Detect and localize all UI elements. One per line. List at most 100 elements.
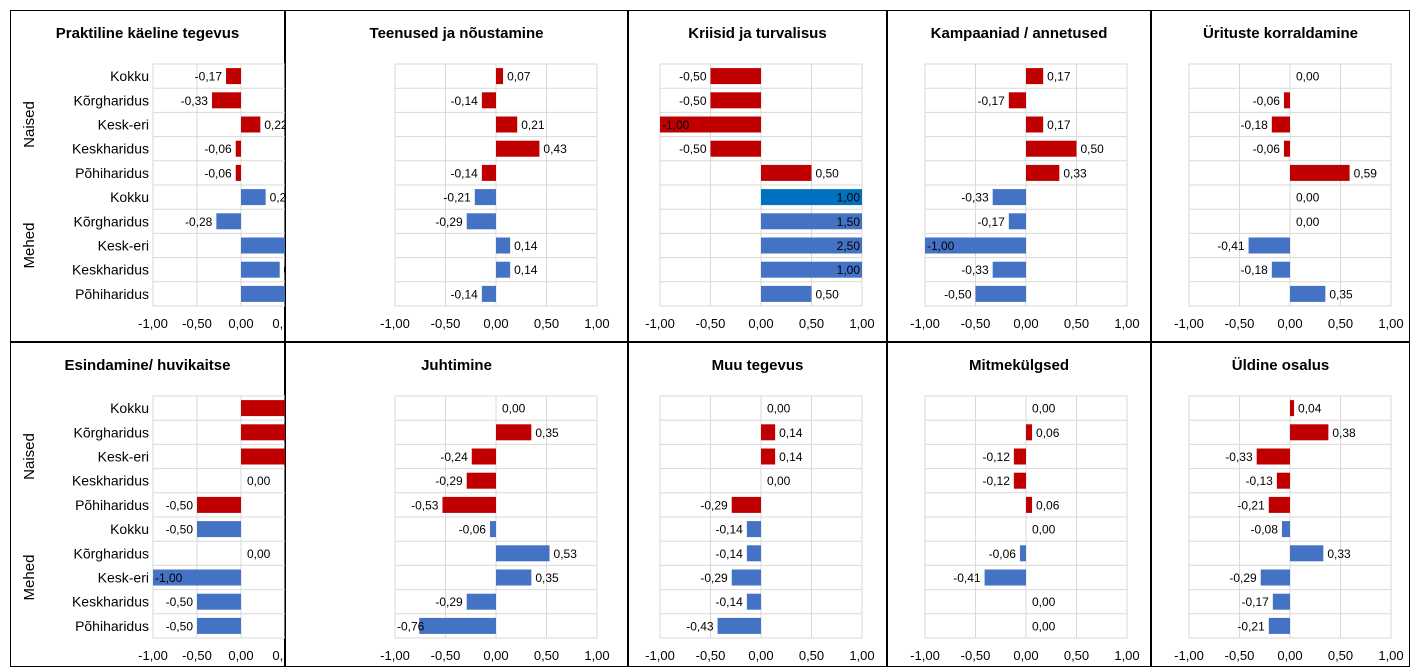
bar — [731, 496, 761, 513]
data-label: 0,00 — [1032, 619, 1056, 633]
data-label: -0,50 — [166, 619, 194, 633]
bar — [746, 545, 761, 562]
bar — [197, 496, 241, 513]
data-label: -0,33 — [961, 263, 989, 277]
data-label: 0,00 — [1296, 191, 1320, 205]
row-category-label: Kõrgharidus — [74, 92, 150, 108]
bar — [1260, 569, 1290, 586]
bar — [761, 237, 862, 254]
bar — [1013, 472, 1026, 489]
x-tick-label: 0,00 — [748, 316, 773, 331]
row-category-label: Kesk-eri — [98, 117, 149, 133]
bar — [471, 448, 496, 465]
data-label: -0,29 — [435, 474, 463, 488]
chart-svg: Praktiline käeline tegevus -1,00 -0,50 0,00… — [10, 10, 342, 342]
data-label: -0,17 — [1241, 595, 1269, 609]
x-tick-label: -1,00 — [138, 316, 168, 331]
bar — [496, 545, 550, 562]
data-label: -0,06 — [204, 166, 232, 180]
data-label: -0,17 — [977, 215, 1005, 229]
bar — [241, 189, 266, 206]
bar — [1013, 448, 1026, 465]
bar — [235, 164, 241, 181]
chart-title: Muu tegevus — [712, 357, 804, 374]
data-label: 0,00 — [1032, 523, 1056, 537]
data-label: -0,43 — [686, 619, 714, 633]
data-label: 1,00 — [837, 263, 861, 277]
data-label: 0,07 — [507, 70, 531, 84]
group-label: Naised — [21, 101, 38, 148]
chart-title: Esindamine/ huvikaitse — [65, 357, 231, 374]
data-label: -0,14 — [716, 523, 744, 537]
data-label: 0,00 — [1296, 215, 1320, 229]
bar — [216, 213, 241, 230]
row-category-label: Kokku — [110, 521, 149, 537]
group-label: Naised — [21, 433, 38, 480]
bar — [496, 116, 518, 133]
data-label: 0,59 — [1354, 166, 1378, 180]
data-label: -0,06 — [1253, 94, 1281, 108]
data-label: -0,50 — [166, 498, 194, 512]
data-label: -0,14 — [716, 547, 744, 561]
row-category-label: Põhiharidus — [75, 618, 149, 634]
data-label: 0,33 — [1327, 547, 1351, 561]
bar — [496, 424, 532, 441]
x-tick-label: -1,00 — [645, 316, 675, 331]
x-tick-label: -1,00 — [380, 316, 410, 331]
x-tick-label: 1,00 — [1114, 316, 1139, 331]
bar — [226, 68, 241, 85]
data-label: 0,21 — [521, 118, 545, 132]
chart-panel-8: Muu tegevus -1,00 -0,50 0,00 0,50 1,00 0,00 0,1… — [628, 342, 887, 667]
x-tick-label: 0,50 — [1328, 316, 1353, 331]
bar — [925, 237, 1026, 254]
data-label: -0,29 — [1229, 571, 1257, 585]
x-tick-label: -1,00 — [138, 648, 168, 663]
bar — [761, 448, 776, 465]
x-tick-label: 0,50 — [534, 648, 559, 663]
bar — [761, 285, 812, 302]
panel-border — [887, 342, 1151, 667]
x-tick-label: -1,00 — [1174, 648, 1204, 663]
bar — [241, 424, 329, 441]
data-label: -0,50 — [166, 595, 194, 609]
bar — [1290, 424, 1329, 441]
data-label: 0,35 — [535, 426, 559, 440]
data-label: -1,00 — [155, 571, 183, 585]
bar — [1290, 164, 1350, 181]
row-category-label: Põhiharidus — [75, 497, 149, 513]
bar — [489, 521, 496, 538]
bar — [1271, 116, 1290, 133]
data-label: -0,17 — [977, 94, 1005, 108]
data-label: 0,06 — [1036, 426, 1060, 440]
bar — [746, 521, 761, 538]
row-category-label: Kokku — [110, 189, 149, 205]
bar — [241, 400, 285, 417]
bar — [1248, 237, 1290, 254]
bar — [746, 593, 761, 610]
data-label: 0,50 — [816, 287, 840, 301]
x-tick-label: 0,00 — [1277, 648, 1302, 663]
data-label: -0,14 — [451, 94, 479, 108]
data-label: 0,14 — [514, 263, 538, 277]
data-label: 0,00 — [502, 402, 526, 416]
data-label: -0,21 — [1237, 619, 1265, 633]
bar — [1268, 496, 1290, 513]
bar — [241, 448, 329, 465]
x-tick-label: 0,00 — [1013, 648, 1038, 663]
bar — [1019, 545, 1026, 562]
data-label: -0,33 — [181, 94, 209, 108]
bar — [1276, 472, 1290, 489]
chart-title: Kriisid ja turvalisus — [688, 25, 826, 42]
data-label: -0,06 — [459, 523, 487, 537]
chart-title: Üldine osalus — [1232, 357, 1330, 374]
data-label: 0,00 — [767, 402, 791, 416]
chart-panel-1: Praktiline käeline tegevus -1,00 -0,50 0,00… — [10, 10, 342, 342]
row-category-label: Põhiharidus — [75, 165, 149, 181]
row-category-label: Põhiharidus — [75, 286, 149, 302]
data-label: -0,29 — [435, 595, 463, 609]
data-label: 0,50 — [816, 166, 840, 180]
bar — [235, 140, 241, 157]
bar — [1271, 261, 1290, 278]
bar — [761, 164, 812, 181]
